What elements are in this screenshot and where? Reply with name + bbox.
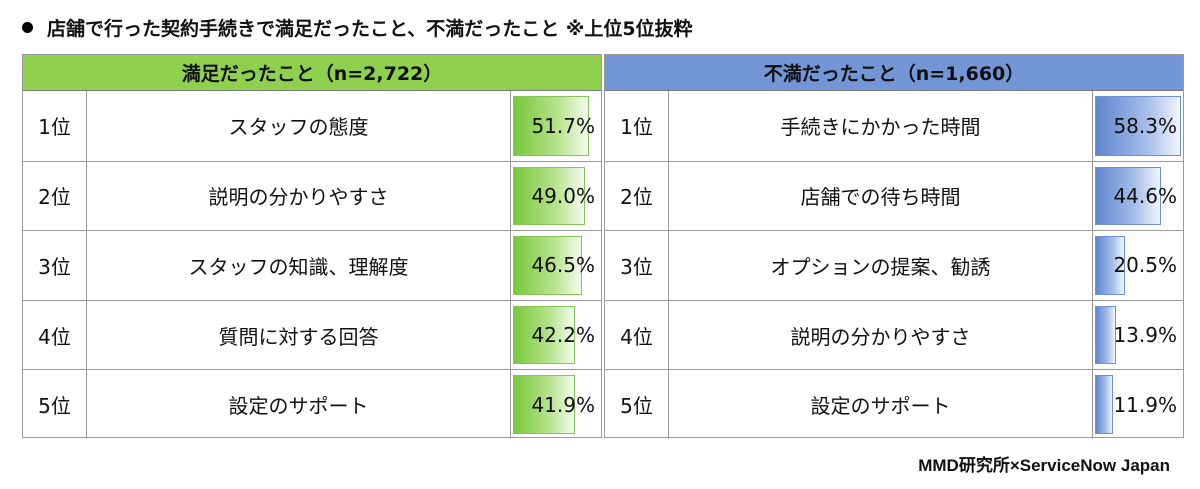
satisfied-value-cell: 49.0% (511, 162, 601, 231)
satisfied-row: 1位 スタッフの態度 51.7% (23, 91, 601, 161)
chart-title-text: 店舗で行った契約手続きで満足だったこと、不満だったこと ※上位5位抜粋 (47, 17, 693, 40)
satisfied-value-label: 49.0% (531, 183, 595, 208)
dissatisfied-rank: 4位 (605, 300, 669, 370)
satisfied-table: 満足だったこと（n=2,722） 1位 スタッフの態度 51.7% 2位 説明の分かりや… (22, 54, 602, 439)
dissatisfied-rank: 2位 (605, 161, 669, 231)
dissatisfied-bar (1095, 166, 1161, 226)
satisfied-category-label: 説明の分かりやすさ (87, 161, 511, 231)
dissatisfied-category-label: 手続きにかかった時間 (669, 91, 1093, 161)
dissatisfied-category-label: 店舗での待ち時間 (669, 161, 1093, 231)
chart-title: 店舗で行った契約手続きで満足だったこと、不満だったこと ※上位5位抜粋 (22, 12, 693, 42)
dissatisfied-value-label: 58.3% (1113, 113, 1177, 138)
satisfied-rank: 1位 (23, 91, 87, 161)
satisfied-table-rows: 1位 スタッフの態度 51.7% 2位 説明の分かりやすさ 49.0% 3位 スタッフの知識、… (23, 91, 601, 439)
satisfied-value-label: 41.9% (531, 392, 595, 417)
satisfied-value-cell: 42.2% (511, 301, 601, 370)
satisfied-row: 3位 スタッフの知識、理解度 46.5% (23, 230, 601, 300)
dissatisfied-row: 3位 オプションの提案、勧誘 20.5% (605, 230, 1183, 300)
satisfied-category-label: スタッフの知識、理解度 (87, 231, 511, 300)
dissatisfied-value-cell: 58.3% (1093, 91, 1183, 161)
satisfied-value-cell: 46.5% (511, 231, 601, 300)
dissatisfied-table-rows: 1位 手続きにかかった時間 58.3% 2位 店舗での待ち時間 44.6% 3位 オプションの… (605, 91, 1183, 439)
satisfied-row: 4位 質問に対する回答 42.2% (23, 299, 601, 370)
satisfied-rank: 4位 (23, 300, 87, 370)
satisfied-value-label: 42.2% (531, 323, 595, 348)
dissatisfied-value-cell: 20.5% (1093, 231, 1183, 300)
dissatisfied-table: 不満だったこと（n=1,660） 1位 手続きにかかった時間 58.3% 2位 店舗での… (604, 54, 1184, 439)
dissatisfied-rank: 1位 (605, 91, 669, 161)
dissatisfied-bar (1095, 96, 1181, 156)
dissatisfied-category-label: 設定のサポート (669, 370, 1093, 439)
satisfied-category-label: 質問に対する回答 (87, 300, 511, 370)
satisfied-rank: 3位 (23, 231, 87, 300)
dissatisfied-row: 2位 店舗での待ち時間 44.6% (605, 160, 1183, 231)
satisfied-category-label: 設定のサポート (87, 370, 511, 439)
satisfied-rank: 5位 (23, 370, 87, 439)
satisfied-table-header: 満足だったこと（n=2,722） (23, 55, 601, 91)
dissatisfied-table-header: 不満だったこと（n=1,660） (605, 55, 1183, 91)
dissatisfied-rank: 5位 (605, 370, 669, 439)
satisfied-bar (513, 236, 582, 295)
dissatisfied-row: 1位 手続きにかかった時間 58.3% (605, 91, 1183, 161)
satisfied-row: 2位 説明の分かりやすさ 49.0% (23, 160, 601, 231)
satisfied-category-label: スタッフの態度 (87, 91, 511, 161)
dissatisfied-value-label: 20.5% (1113, 253, 1177, 278)
satisfied-value-cell: 41.9% (511, 370, 601, 439)
dissatisfied-bar (1095, 236, 1126, 295)
dissatisfied-row: 5位 設定のサポート 11.9% (605, 369, 1183, 439)
dissatisfied-value-label: 11.9% (1113, 392, 1177, 417)
satisfied-bar (513, 96, 590, 156)
dissatisfied-value-label: 44.6% (1113, 183, 1177, 208)
dissatisfied-category-label: オプションの提案、勧誘 (669, 231, 1093, 300)
dissatisfied-value-cell: 44.6% (1093, 162, 1183, 231)
satisfied-value-label: 46.5% (531, 253, 595, 278)
satisfied-bar (513, 166, 586, 226)
source-credit: MMD研究所×ServiceNow Japan (918, 456, 1170, 475)
dissatisfied-bar (1095, 375, 1113, 434)
dissatisfied-category-label: 説明の分かりやすさ (669, 300, 1093, 370)
satisfied-value-label: 51.7% (531, 113, 595, 138)
satisfied-rank: 2位 (23, 161, 87, 231)
dissatisfied-value-cell: 13.9% (1093, 301, 1183, 370)
dissatisfied-rank: 3位 (605, 231, 669, 300)
dissatisfied-row: 4位 説明の分かりやすさ 13.9% (605, 299, 1183, 370)
satisfied-row: 5位 設定のサポート 41.9% (23, 369, 601, 439)
satisfied-bar (513, 305, 576, 365)
bullet-icon (22, 21, 33, 33)
satisfied-value-cell: 51.7% (511, 91, 601, 161)
dissatisfied-value-label: 13.9% (1113, 323, 1177, 348)
dissatisfied-value-cell: 11.9% (1093, 370, 1183, 439)
satisfied-bar (513, 375, 575, 434)
dissatisfied-bar (1095, 305, 1116, 365)
